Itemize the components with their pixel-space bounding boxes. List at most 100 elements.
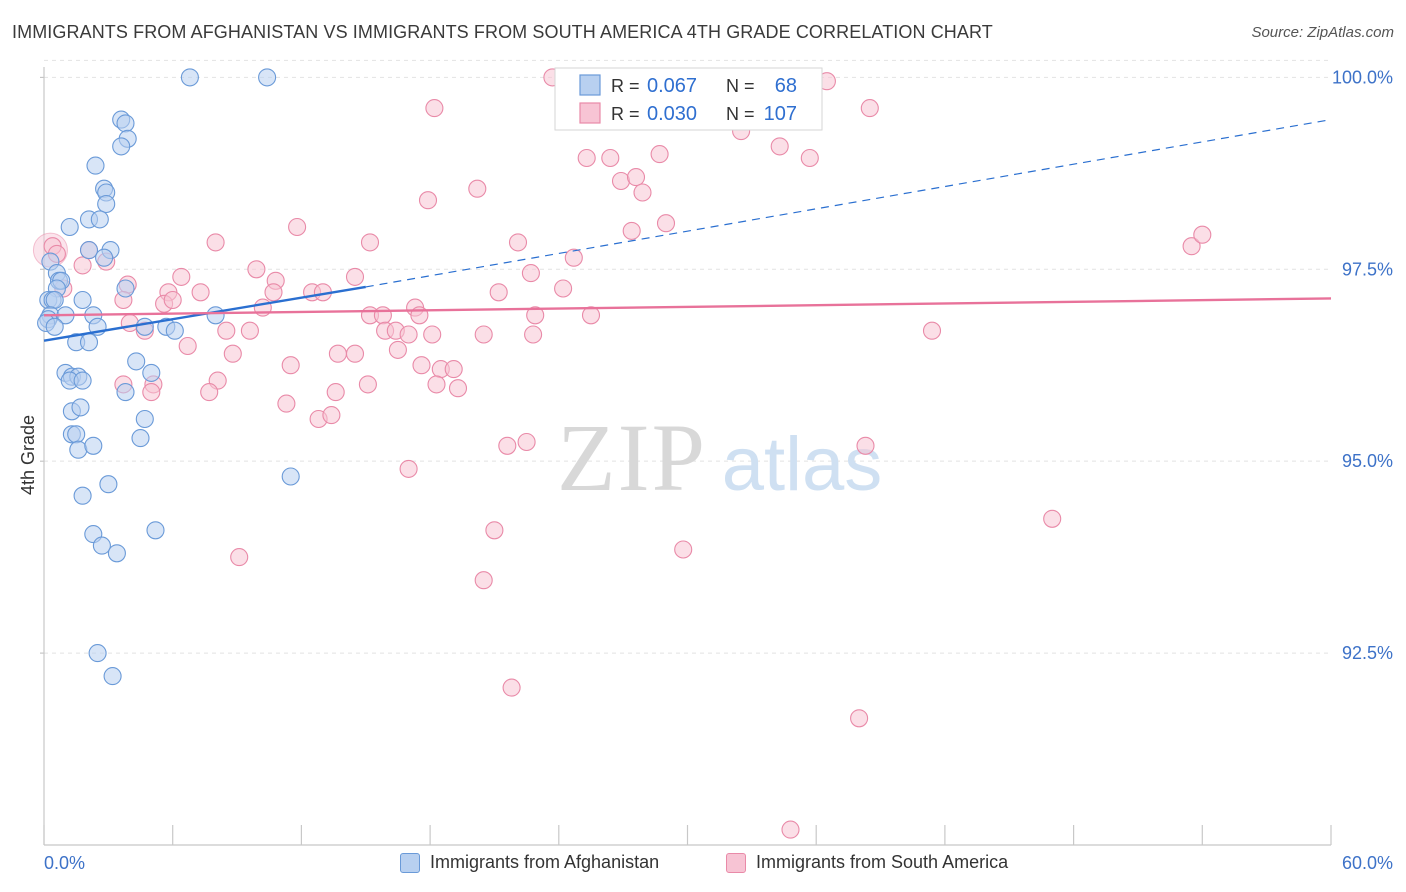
south-america-point	[468, 179, 487, 198]
south-america-point	[770, 137, 789, 156]
legend-top-swatch	[579, 102, 601, 124]
south-america-point	[240, 321, 259, 340]
y-axis-label: 4th Grade	[18, 415, 38, 495]
afghanistan-point	[116, 279, 135, 298]
south-america-point	[474, 571, 493, 590]
afghanistan-point	[135, 317, 154, 336]
south-america-point	[223, 344, 242, 363]
south-america-point	[345, 344, 365, 363]
afghanistan-point	[45, 317, 64, 336]
south-america-point	[800, 148, 819, 168]
south-america-point	[418, 191, 438, 210]
chart-title: IMMIGRANTS FROM AFGHANISTAN VS IMMIGRANT…	[12, 22, 993, 42]
axis-layer: 92.5% 95.0% 97.5% 100.0% 0.0% 60.0%	[40, 67, 1393, 873]
south-america-point	[230, 548, 249, 567]
legend-label-south-america: Immigrants from South America	[756, 852, 1009, 872]
south-america-point	[388, 340, 407, 359]
south-america-trend-line	[43, 297, 1332, 317]
source-label: Source: ZipAtlas.com	[1251, 24, 1394, 41]
south-america-point	[860, 99, 879, 118]
south-america-point	[508, 233, 528, 252]
south-america-point	[281, 356, 300, 375]
south-america-point	[656, 214, 676, 233]
south-america-point	[524, 325, 543, 344]
legend-item-afghanistan[interactable]: Immigrants from Afghanistan	[400, 852, 659, 873]
legend-swatch-pink	[726, 852, 746, 873]
legend-item-south-america[interactable]: Immigrants from South America	[726, 852, 1008, 873]
south-america-point	[360, 233, 380, 252]
watermark-zip: ZIP	[557, 404, 707, 511]
afghanistan-point	[97, 194, 116, 214]
afghanistan-point	[165, 321, 184, 340]
south-america-point	[277, 394, 296, 413]
afghanistan-point	[60, 217, 79, 237]
afghanistan-point	[92, 536, 111, 555]
afghanistan-point	[116, 383, 135, 402]
south-america-point	[521, 264, 540, 283]
afghanistan-point	[69, 440, 88, 459]
south-america-point	[554, 279, 573, 298]
afghanistan-point	[103, 667, 122, 686]
south-america-point	[633, 183, 652, 202]
afghanistan-point	[146, 521, 165, 540]
south-america-point	[922, 321, 942, 340]
south-america-point	[781, 820, 800, 839]
afghanistan-point	[88, 644, 107, 663]
south-america-point	[423, 325, 442, 344]
south-america-point	[1182, 237, 1201, 256]
south-america-point	[120, 313, 139, 333]
south-america-point	[163, 290, 182, 310]
y-tick-label: 97.5%	[1342, 259, 1393, 279]
south-america-point	[650, 145, 669, 164]
y-tick-label: 100.0%	[1332, 67, 1393, 87]
x-tick-label-min: 0.0%	[44, 853, 85, 873]
south-america-point	[1193, 225, 1212, 244]
south-america-point	[345, 267, 365, 286]
south-america-point	[412, 356, 431, 375]
south-america-point	[856, 436, 875, 455]
afghanistan-point	[131, 429, 150, 448]
south-america-point	[564, 248, 583, 267]
afghanistan-point	[127, 352, 146, 371]
legend-top-r-label: R =	[611, 76, 640, 96]
south-america-point	[191, 283, 210, 302]
legend-top-n-label: N =	[726, 76, 755, 96]
afghanistan-point	[86, 156, 105, 175]
south-america-point	[399, 325, 418, 344]
south-america-point	[517, 432, 536, 452]
south-america-point	[427, 375, 446, 394]
legend-top-n-label: N =	[726, 104, 755, 124]
afghanistan-point	[135, 409, 154, 429]
afghanistan-point	[107, 544, 126, 563]
south-america-point	[601, 148, 620, 168]
south-america-point	[247, 260, 266, 279]
south-america-point	[264, 283, 283, 302]
afghanistan-point	[99, 475, 118, 494]
south-america-point	[489, 283, 508, 302]
legend-top-swatch	[579, 74, 601, 96]
afghanistan-point	[180, 68, 199, 87]
south-america-point	[526, 306, 545, 325]
afghanistan-point	[206, 306, 225, 325]
trend-layer	[43, 118, 1332, 342]
south-america-point	[502, 678, 521, 697]
south-america-point	[206, 233, 225, 252]
legend-top: R = 0.067 N = 68 R = 0.030 N = 107	[554, 67, 823, 131]
south-america-point	[577, 148, 596, 168]
afghanistan-point	[116, 114, 135, 133]
y-tick-label: 92.5%	[1342, 643, 1393, 663]
afghanistan-trend-dashed	[365, 118, 1332, 288]
south-america-point	[178, 336, 197, 356]
x-tick-label-max: 60.0%	[1342, 853, 1393, 873]
afghanistan-point	[45, 290, 64, 310]
south-america-point	[485, 521, 504, 540]
afghanistan-point	[79, 241, 99, 260]
afghanistan-point	[258, 68, 277, 87]
south-america-point	[626, 168, 646, 187]
south-america-point	[425, 99, 444, 118]
south-america-point	[142, 383, 161, 402]
south-america-point	[326, 383, 345, 402]
afghanistan-point	[281, 467, 300, 486]
afghanistan-point	[95, 248, 114, 267]
